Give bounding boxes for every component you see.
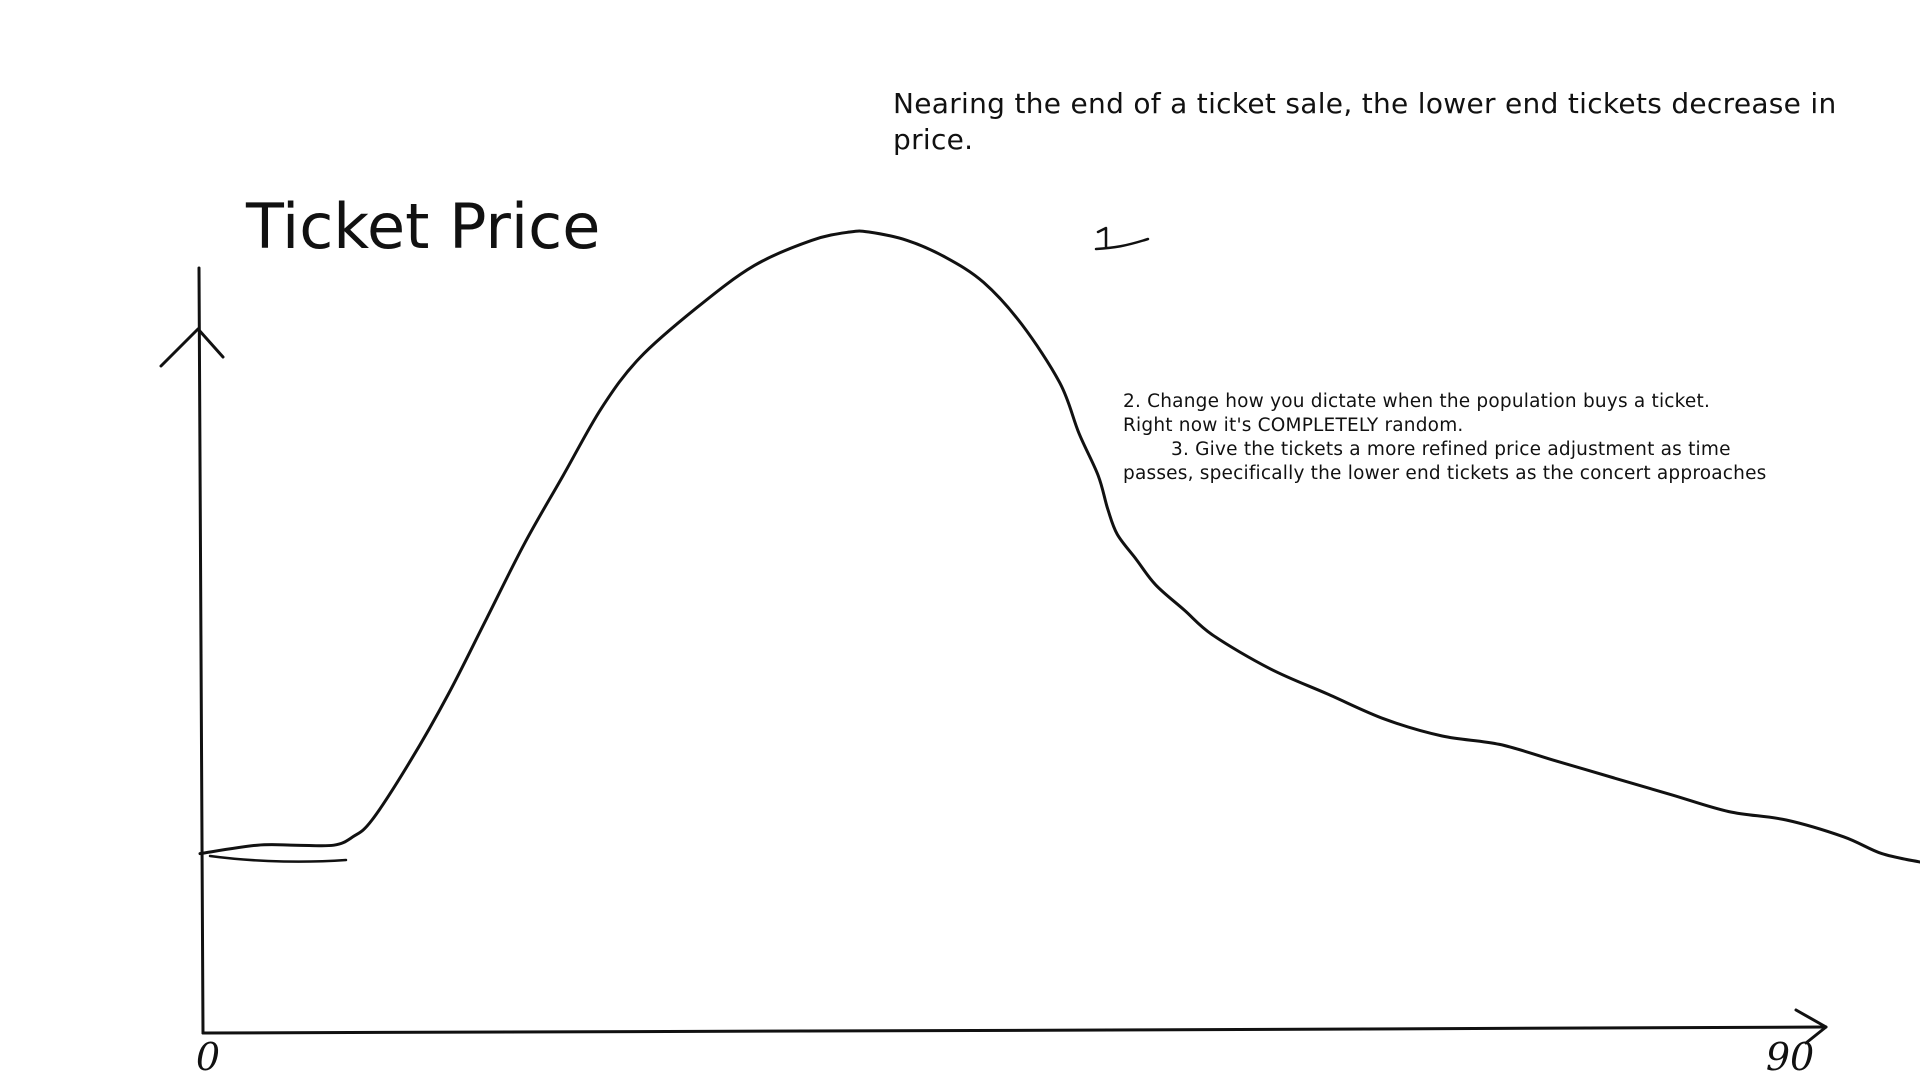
x-axis-arrowhead <box>1794 1008 1828 1045</box>
note-line: Right now it's COMPLETELY random. <box>1123 415 1464 436</box>
series-line-0 <box>198 229 1920 864</box>
note-line: 3. Give the tickets a more refined price… <box>1171 439 1731 460</box>
notes-block: 2. Change how you dictate when the popul… <box>1123 390 1843 486</box>
curve-start-stroke <box>208 854 348 863</box>
tick-layer: 0 90 <box>196 1035 1814 1079</box>
y-axis <box>197 266 205 1035</box>
x-axis <box>201 1025 1828 1035</box>
note-line: passes, specifically the lower end ticke… <box>1123 463 1767 484</box>
chart-title: Ticket Price <box>246 190 601 263</box>
x-tick-label: 0 <box>196 1035 220 1079</box>
handwritten-mark-one <box>1094 226 1150 251</box>
series-layer <box>198 229 1920 864</box>
x-tick-label: 90 <box>1766 1035 1814 1079</box>
note-line: 2. Change how you dictate when the popul… <box>1123 391 1711 412</box>
y-axis-arrowhead <box>159 327 225 368</box>
main-note: Nearing the end of a ticket sale, the lo… <box>893 87 1837 156</box>
